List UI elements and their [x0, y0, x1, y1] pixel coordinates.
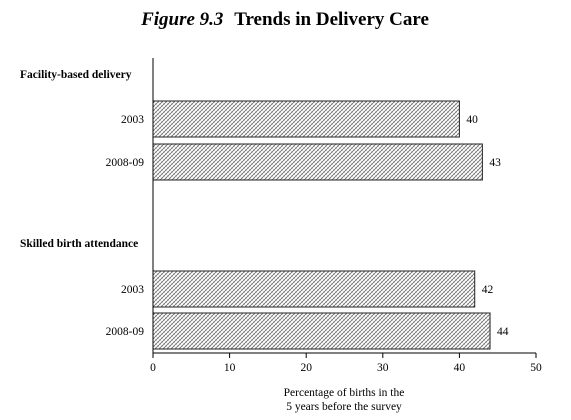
x-tick-label: 50: [530, 362, 542, 374]
data-label: 42: [482, 284, 494, 296]
category-label: 2003: [121, 284, 144, 296]
x-tick-label: 0: [150, 362, 156, 374]
category-label: 2008-09: [106, 326, 145, 338]
category-label: 2008-09: [106, 157, 145, 169]
data-label: 40: [466, 114, 478, 126]
group-label: Facility-based delivery: [20, 69, 132, 81]
chart-marks: Facility-based delivery 2003 40 2008-09 43 Sk…: [20, 69, 509, 350]
category-label: 2003: [121, 114, 144, 126]
figure-title: Trends in Delivery Care: [234, 9, 429, 30]
figure-number: Figure 9.3: [140, 9, 223, 30]
bar: [152, 143, 483, 181]
data-label: 44: [497, 326, 509, 338]
chart-title: Figure 9.3 Trends in Delivery Care: [140, 9, 429, 30]
bar: [152, 312, 491, 350]
x-axis-label-line-1: Percentage of births in the: [284, 387, 405, 399]
group-label: Skilled birth attendance: [20, 238, 138, 250]
x-tick-label: 30: [377, 362, 389, 374]
data-label: 43: [489, 157, 501, 169]
bar: [152, 270, 476, 308]
x-tick-label: 40: [454, 362, 466, 374]
bar: [152, 100, 460, 138]
x-tick-label: 20: [300, 362, 312, 374]
x-axis-label-line-2: 5 years before the survey: [286, 401, 402, 413]
x-tick-label: 10: [224, 362, 236, 374]
x-axis-ticks: 0 10 20 30 40 50: [150, 353, 542, 374]
